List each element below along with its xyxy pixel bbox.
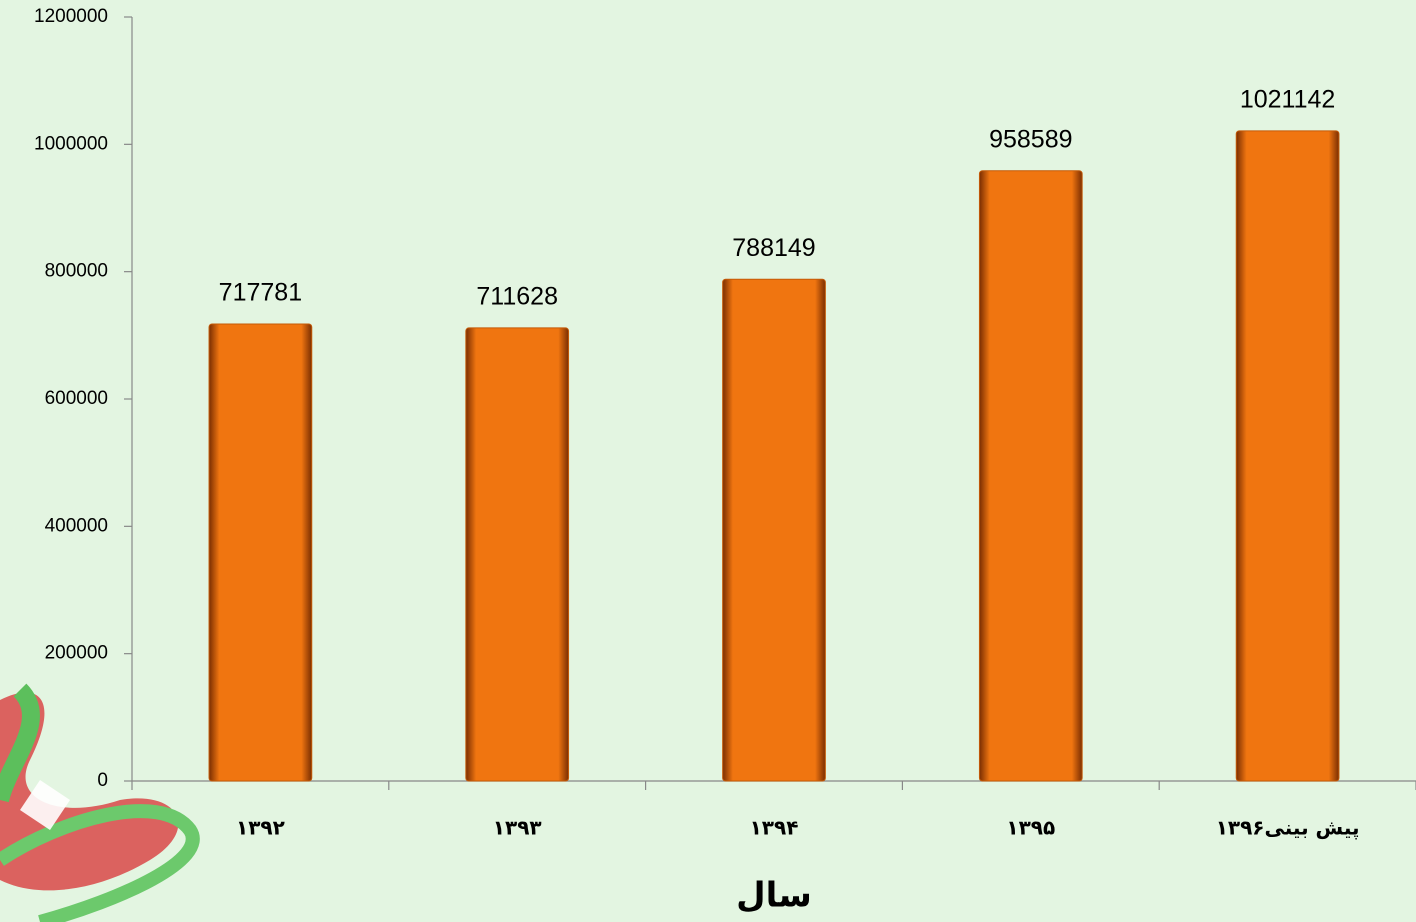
- x-axis-title: سال: [736, 876, 812, 916]
- x-tick-label: ۱۳۹۶پیش بینی: [1216, 816, 1360, 841]
- y-tick-label: 0: [97, 770, 108, 791]
- x-tick-label: ۱۳۹۲: [236, 816, 285, 840]
- x-tick-label: ۱۳۹۳: [493, 816, 542, 840]
- y-tick-label: 800000: [45, 261, 108, 282]
- y-tick-label: 1000000: [34, 133, 108, 154]
- value-label: 958589: [989, 125, 1072, 153]
- y-tick-label: 400000: [45, 515, 108, 536]
- y-tick-label: 1200000: [34, 6, 108, 27]
- ornament: [0, 683, 200, 922]
- value-label: 788149: [732, 234, 815, 262]
- x-tick-label: ۱۳۹۵: [1006, 816, 1055, 840]
- bar: [978, 170, 1083, 782]
- bar: [465, 327, 570, 782]
- y-tick-label: 600000: [45, 388, 108, 409]
- value-label: 717781: [219, 279, 302, 307]
- value-label: 1021142: [1240, 85, 1335, 113]
- x-tick-label: ۱۳۹۴: [750, 816, 799, 840]
- y-tick-label: 200000: [45, 643, 108, 664]
- bar: [722, 278, 826, 782]
- bar: [208, 323, 313, 782]
- bar: [1235, 130, 1340, 782]
- value-label: 711628: [476, 283, 558, 311]
